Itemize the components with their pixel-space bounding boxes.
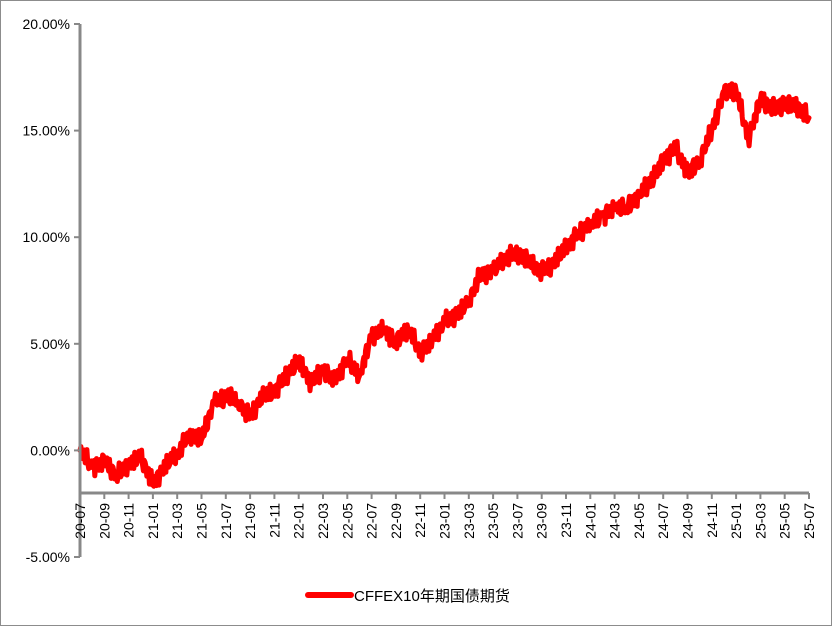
x-tick-label: 25-03: [752, 503, 768, 539]
x-tick-label: 20-07: [72, 503, 88, 539]
x-tick-label: 21-07: [218, 503, 234, 539]
x-tick-label: 23-09: [534, 503, 550, 539]
x-tick-label: 21-11: [266, 503, 282, 538]
y-tick-label: 5.00%: [30, 336, 70, 352]
x-tick-label: 21-09: [242, 503, 258, 539]
x-tick-label: 20-09: [96, 503, 112, 539]
x-tick-label: 23-07: [509, 503, 525, 539]
x-tick-label: 23-11: [558, 503, 574, 538]
x-tick-label: 22-03: [315, 503, 331, 539]
x-tick-label: 22-01: [291, 503, 307, 539]
x-tick-label: 20-11: [121, 503, 137, 538]
x-tick-label: 23-01: [437, 503, 453, 539]
x-tick-label: 24-01: [582, 503, 598, 539]
x-tick-label: 22-05: [339, 503, 355, 539]
x-tick-label: 21-01: [145, 503, 161, 539]
x-tick-label: 21-03: [169, 503, 185, 539]
legend: CFFEX10年期国债期货: [305, 588, 510, 605]
series-line: [77, 81, 812, 489]
x-tick-label: 24-09: [680, 503, 696, 539]
x-tick-label: 22-09: [388, 503, 404, 539]
x-tick-label: 24-03: [607, 503, 623, 539]
legend-label: CFFEX10年期国债期货: [354, 588, 510, 605]
y-tick-label: 20.00%: [23, 16, 70, 32]
y-tick-label: 15.00%: [23, 123, 70, 139]
x-tick-label: 22-11: [412, 503, 428, 538]
x-tick-label: 24-11: [704, 503, 720, 538]
plot-area: [77, 81, 812, 489]
y-tick-label: -5.00%: [26, 549, 70, 565]
y-axis-ticks: 20.00% 15.00% 10.00% 5.00% 0.00% -5.00%: [23, 16, 80, 565]
x-tick-label: 25-01: [728, 503, 744, 539]
x-tick-label: 25-05: [777, 503, 793, 539]
x-tick-label: 23-05: [485, 503, 501, 539]
x-axis-ticks: 20-07 20-09 20-11 21-01 21-03 21-05 21-07 21-09…: [72, 493, 817, 539]
x-tick-label: 23-03: [461, 503, 477, 539]
y-tick-label: 10.00%: [23, 229, 70, 245]
axes: [78, 24, 809, 557]
x-tick-label: 24-05: [631, 503, 647, 539]
x-tick-label: 25-07: [801, 503, 817, 539]
y-tick-label: 0.00%: [30, 442, 70, 458]
x-tick-label: 24-07: [655, 503, 671, 539]
x-tick-label: 22-07: [364, 503, 380, 539]
x-tick-label: 21-05: [194, 503, 210, 539]
